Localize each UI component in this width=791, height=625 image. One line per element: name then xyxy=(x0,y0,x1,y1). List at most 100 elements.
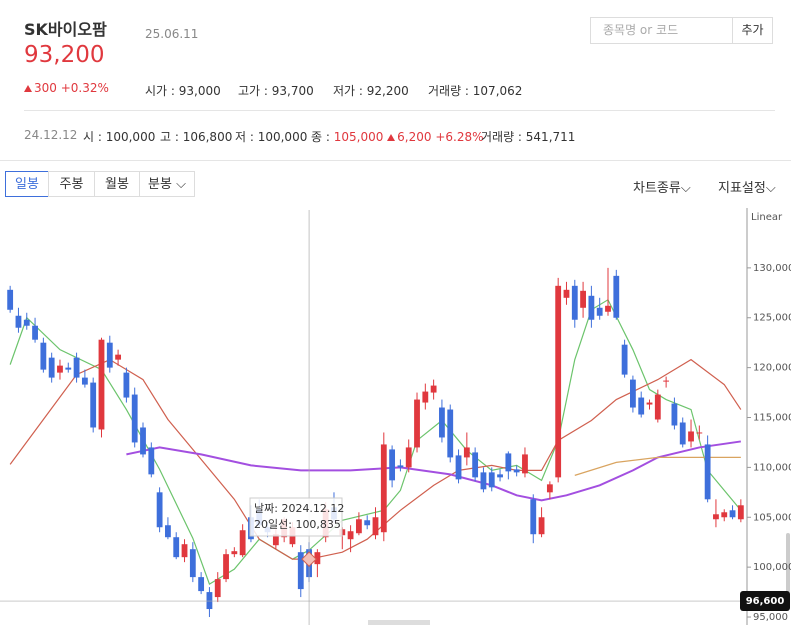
candle-body xyxy=(688,431,694,442)
candle-body xyxy=(81,377,88,385)
candle-body xyxy=(15,315,22,328)
tab[interactable]: 일봉 xyxy=(5,171,49,197)
candle-body xyxy=(397,465,404,468)
candle-body xyxy=(555,285,562,478)
candle-body xyxy=(530,499,537,535)
y-tick-label: 130,000 xyxy=(753,263,791,274)
close-value: 105,000 xyxy=(333,130,384,144)
y-tick-label: 95,000 xyxy=(753,612,788,623)
candle-body xyxy=(189,549,196,578)
candle-body xyxy=(73,357,80,378)
low: 저가 : 92,200 xyxy=(333,84,409,98)
candle-body xyxy=(430,385,437,393)
candle-body xyxy=(472,452,479,478)
divider xyxy=(0,160,791,161)
candle-body xyxy=(605,305,611,312)
candle-body xyxy=(322,509,329,538)
search-input[interactable]: 종목명 or 코드 xyxy=(590,17,733,44)
change: 300 +0.32% xyxy=(24,81,109,95)
candle-body xyxy=(538,517,545,535)
detail-open: 시 : 100,000 xyxy=(83,130,156,144)
candle-body xyxy=(314,552,321,565)
candle-body xyxy=(248,517,254,540)
y-tick-label: 105,000 xyxy=(753,512,791,523)
stock-name: SK바이오팜 xyxy=(24,20,107,39)
candle-body xyxy=(380,444,387,533)
candle-body xyxy=(721,512,728,518)
candle-body xyxy=(331,507,337,520)
candle-body xyxy=(256,509,263,526)
candle-body xyxy=(198,577,205,592)
candle-body xyxy=(264,527,271,533)
candle-body xyxy=(455,455,462,480)
y-tick-label: 125,000 xyxy=(753,313,791,324)
candle-body xyxy=(613,275,620,318)
candle-body xyxy=(671,403,678,426)
candle-body xyxy=(372,517,379,536)
high: 고가 : 93,700 xyxy=(238,84,314,98)
candle-body xyxy=(621,344,628,375)
candle-body xyxy=(713,514,719,520)
hover-marker xyxy=(301,551,317,567)
candle-body xyxy=(405,447,412,468)
volume: 거래량 : 107,062 xyxy=(428,84,523,98)
candle-body xyxy=(272,534,279,546)
tooltip-date: 날짜: 2024.12.12 xyxy=(254,502,344,515)
candle-body xyxy=(638,397,645,415)
tab[interactable]: 분봉 ⌵ xyxy=(139,171,195,197)
scrollbar[interactable] xyxy=(786,533,790,593)
candle-body xyxy=(347,531,354,540)
detail-change: 6,200 xyxy=(397,130,432,144)
candle-body xyxy=(239,530,246,556)
menu[interactable]: 지표설정⌵ xyxy=(718,181,776,196)
crosshair-label: 96,600 xyxy=(746,596,785,607)
candle-body xyxy=(439,407,445,438)
ma-line xyxy=(126,440,741,502)
tooltip-ma: 20일선: 100,835 xyxy=(254,517,341,531)
scale-label: Linear xyxy=(751,212,783,223)
candle-body xyxy=(505,453,512,472)
candle-body xyxy=(173,537,180,558)
menu[interactable]: 차트종류⌵ xyxy=(633,181,691,196)
up-icon xyxy=(24,85,32,92)
tab[interactable]: 주봉 xyxy=(48,171,95,197)
candle-body xyxy=(546,484,553,493)
candle-body xyxy=(156,492,163,528)
candle-body xyxy=(123,372,130,398)
candle-body xyxy=(32,325,38,340)
candle-body xyxy=(165,525,171,538)
candle-body xyxy=(65,367,72,370)
close-label: 종 : xyxy=(311,130,334,144)
menu-label: 차트종류 xyxy=(633,181,681,196)
detail-change-pct: +6.28% xyxy=(435,130,484,144)
divider xyxy=(24,110,775,111)
detail-volume: 거래량 : 541,711 xyxy=(481,130,576,144)
candle-body xyxy=(447,409,454,458)
y-tick-label: 110,000 xyxy=(753,462,791,473)
candle-body xyxy=(140,427,146,455)
candle-body xyxy=(206,592,213,610)
candle-body xyxy=(223,554,229,580)
candle-body xyxy=(729,510,736,518)
add-button[interactable]: 추가 xyxy=(733,17,773,44)
candle-body xyxy=(389,449,396,481)
x-label-box xyxy=(368,620,430,625)
candle-body xyxy=(488,472,495,488)
candle-body xyxy=(422,391,429,403)
y-tick-label: 100,000 xyxy=(753,562,791,573)
tab-label: 분봉 xyxy=(148,177,172,192)
date: 25.06.11 xyxy=(145,27,199,41)
tooltip-box xyxy=(249,497,343,537)
y-tick-label: 120,000 xyxy=(753,363,791,374)
candle-body xyxy=(306,549,312,578)
candle-body xyxy=(580,290,586,308)
candle-body xyxy=(563,289,570,298)
tab[interactable]: 월봉 xyxy=(94,171,140,197)
candle-body xyxy=(654,394,661,420)
up-icon xyxy=(387,134,396,141)
candle-body xyxy=(214,579,221,598)
menu-label: 지표설정 xyxy=(718,181,766,196)
crosshair-label-box xyxy=(740,591,790,612)
candle-body xyxy=(106,342,113,368)
